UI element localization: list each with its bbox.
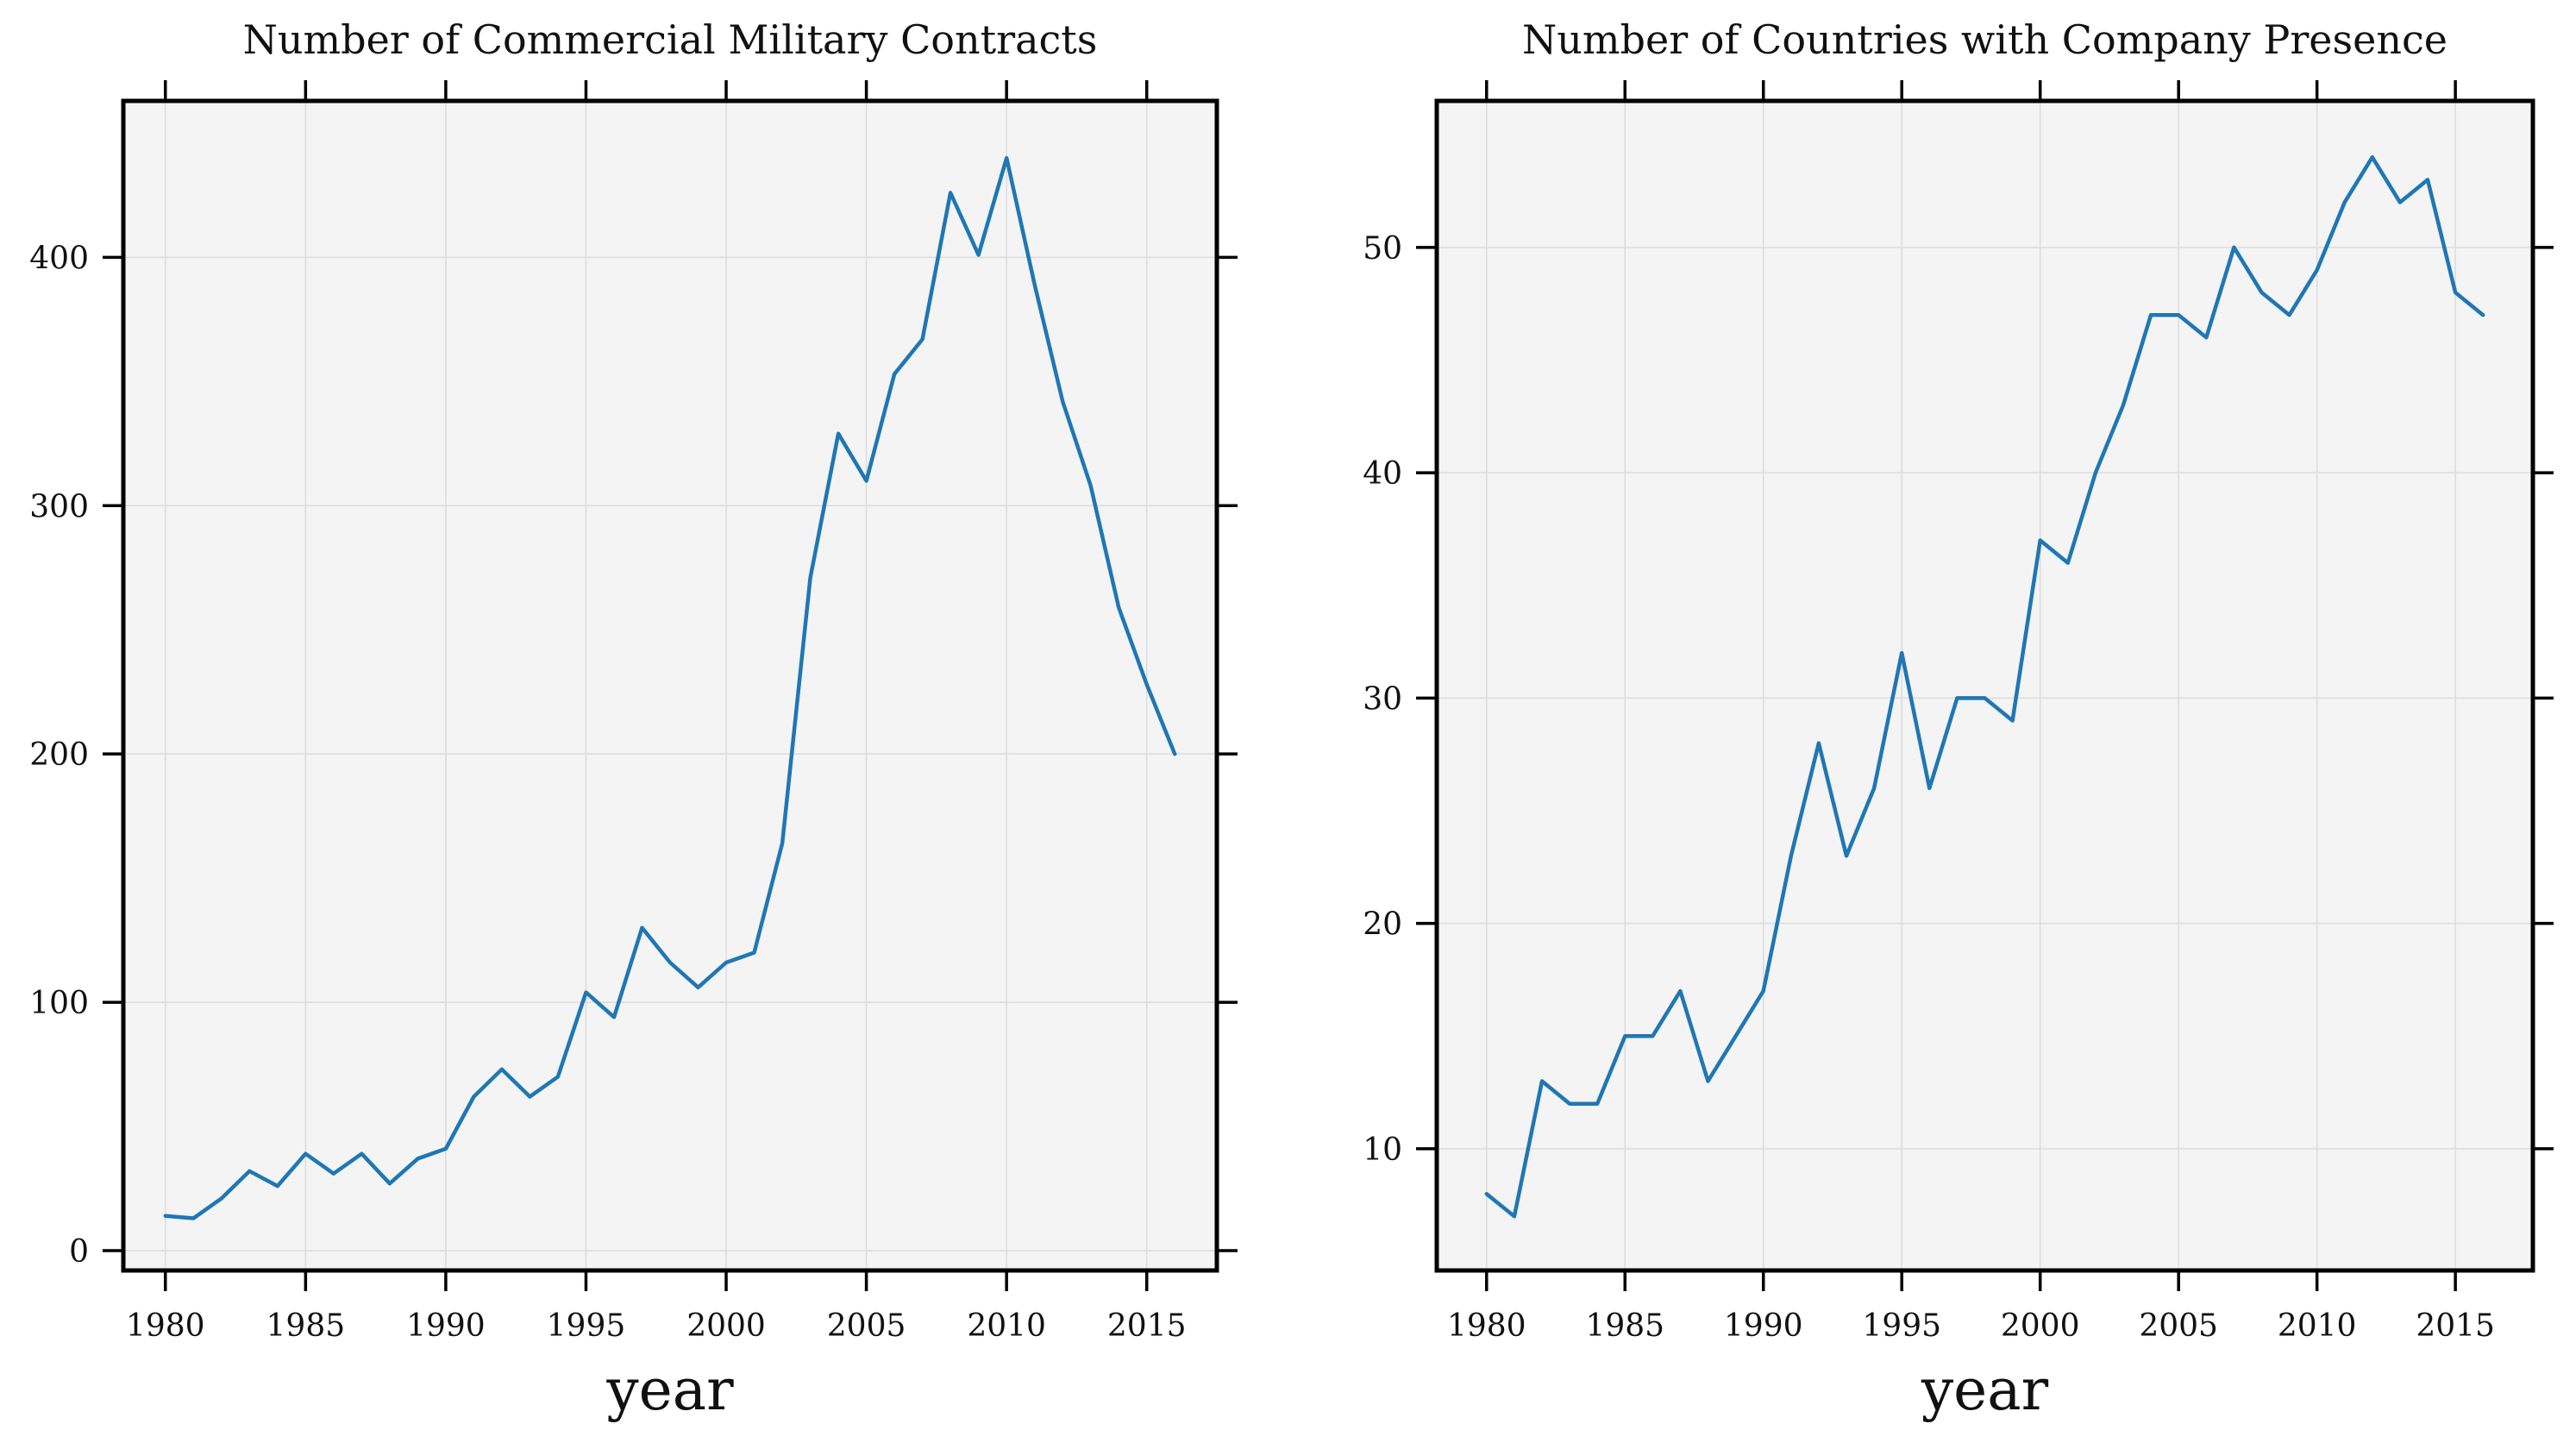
series-line	[163, 155, 1177, 1220]
x-tick-label: 1990	[1724, 1308, 1803, 1344]
x-tick-label: 1980	[1447, 1308, 1526, 1344]
chart-countries: 1980 1985 1990 1995 2000 2005 2010 2015 10 20 30 40…	[1363, 16, 2554, 1423]
y-tick-label: 200	[29, 737, 89, 773]
y-tick-label: 10	[1363, 1132, 1402, 1168]
x-axis-label: year	[1921, 1357, 2049, 1423]
x-tick-label: 2005	[827, 1308, 906, 1344]
x-tick-label: 2010	[967, 1308, 1046, 1344]
x-tick-label: 1985	[266, 1308, 346, 1344]
axes-frame	[121, 98, 1219, 1273]
x-axis-label: year	[605, 1357, 734, 1423]
series-line	[1484, 155, 2485, 1219]
y-tick-label: 100	[29, 986, 89, 1021]
chart-title: Number of Countries with Company Presenc…	[1522, 16, 2448, 63]
plot-area	[123, 101, 1217, 1270]
y-tick-label: 40	[1363, 456, 1402, 492]
x-tick-label: 2010	[2278, 1308, 2357, 1344]
chart-contracts: 1980 1985 1990 1995 2000 2005 2010 2015 0 100 200 3…	[29, 16, 1238, 1423]
plot-area	[1437, 101, 2533, 1270]
x-tick-label: 2005	[2139, 1308, 2218, 1344]
y-tick-label: 50	[1363, 231, 1402, 267]
y-tick-label: 20	[1363, 907, 1402, 943]
y-tick-label: 30	[1363, 681, 1402, 717]
x-tick-label: 1995	[547, 1308, 626, 1344]
y-tick-label: 0	[69, 1234, 89, 1270]
x-tick-label: 1990	[406, 1308, 486, 1344]
x-tick-label: 1995	[1862, 1308, 1941, 1344]
x-tick-label: 2015	[1107, 1308, 1187, 1344]
y-tick-label: 400	[29, 241, 89, 276]
x-tick-label: 1985	[1585, 1308, 1664, 1344]
y-tick-label: 300	[29, 489, 89, 524]
x-tick-label: 2000	[686, 1308, 766, 1344]
x-tick-label: 2015	[2416, 1308, 2495, 1344]
x-tick-label: 2000	[2001, 1308, 2080, 1344]
x-tick-label: 1980	[126, 1308, 205, 1344]
chart-title: Number of Commercial Military Contracts	[243, 16, 1098, 63]
axes-frame	[1434, 98, 2535, 1273]
